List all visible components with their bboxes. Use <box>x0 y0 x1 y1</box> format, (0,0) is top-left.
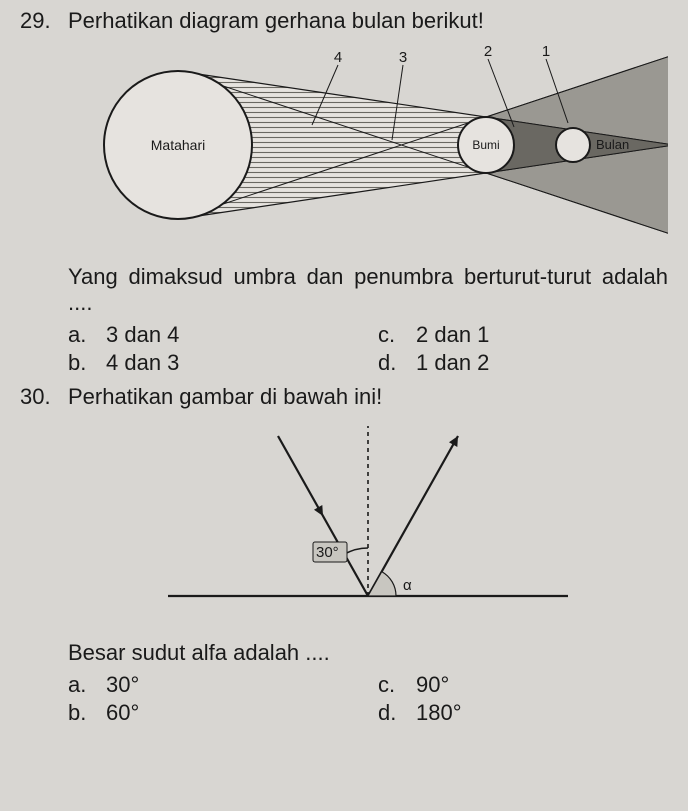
option-letter: b. <box>68 700 92 726</box>
option-letter: d. <box>378 350 402 376</box>
option-text: 30° <box>106 672 139 698</box>
option-letter: c. <box>378 672 402 698</box>
svg-text:Bumi: Bumi <box>472 138 499 152</box>
eclipse-svg: Matahari Bumi Bulan 4 3 2 1 <box>68 40 668 250</box>
option-b[interactable]: b. 4 dan 3 <box>68 350 358 376</box>
question-body: Perhatikan diagram gerhana bulan berikut… <box>68 8 668 376</box>
question-stem: Perhatikan diagram gerhana bulan berikut… <box>68 8 668 34</box>
question-subtext: Yang dimaksud umbra dan penumbra berturu… <box>68 264 668 316</box>
option-letter: a. <box>68 322 92 348</box>
svg-text:α: α <box>403 577 412 594</box>
svg-text:3: 3 <box>399 49 407 66</box>
svg-text:1: 1 <box>542 43 550 60</box>
angle-diagram: 30° α <box>68 416 668 626</box>
option-a[interactable]: a. 3 dan 4 <box>68 322 358 348</box>
option-text: 180° <box>416 700 462 726</box>
question-number: 29. <box>20 8 68 34</box>
option-text: 3 dan 4 <box>106 322 179 348</box>
question-29: 29. Perhatikan diagram gerhana bulan ber… <box>20 8 668 376</box>
angle-svg: 30° α <box>158 416 578 626</box>
option-b[interactable]: b. 60° <box>68 700 358 726</box>
option-d[interactable]: d. 1 dan 2 <box>378 350 668 376</box>
option-letter: c. <box>378 322 402 348</box>
option-letter: b. <box>68 350 92 376</box>
question-number: 30. <box>20 384 68 410</box>
svg-text:Matahari: Matahari <box>151 137 205 153</box>
question-stem: Perhatikan gambar di bawah ini! <box>68 384 668 410</box>
question-body: Perhatikan gambar di bawah ini! 30° α Bes… <box>68 384 668 726</box>
svg-text:4: 4 <box>334 49 342 66</box>
eclipse-diagram: Matahari Bumi Bulan 4 3 2 1 <box>68 40 668 250</box>
option-letter: d. <box>378 700 402 726</box>
option-text: 90° <box>416 672 449 698</box>
option-d[interactable]: d. 180° <box>378 700 668 726</box>
option-text: 4 dan 3 <box>106 350 179 376</box>
question-subtext: Besar sudut alfa adalah .... <box>68 640 668 666</box>
option-text: 60° <box>106 700 139 726</box>
option-c[interactable]: c. 2 dan 1 <box>378 322 668 348</box>
option-a[interactable]: a. 30° <box>68 672 358 698</box>
svg-text:2: 2 <box>484 43 492 60</box>
option-c[interactable]: c. 90° <box>378 672 668 698</box>
answer-grid: a. 30° c. 90° b. 60° d. 180° <box>68 672 668 726</box>
option-letter: a. <box>68 672 92 698</box>
option-text: 1 dan 2 <box>416 350 489 376</box>
answer-grid: a. 3 dan 4 c. 2 dan 1 b. 4 dan 3 d. 1 dan 2 <box>68 322 668 376</box>
svg-text:30°: 30° <box>316 544 339 561</box>
question-30: 30. Perhatikan gambar di bawah ini! 30° α… <box>20 384 668 726</box>
option-text: 2 dan 1 <box>416 322 489 348</box>
svg-text:Bulan: Bulan <box>596 137 629 152</box>
